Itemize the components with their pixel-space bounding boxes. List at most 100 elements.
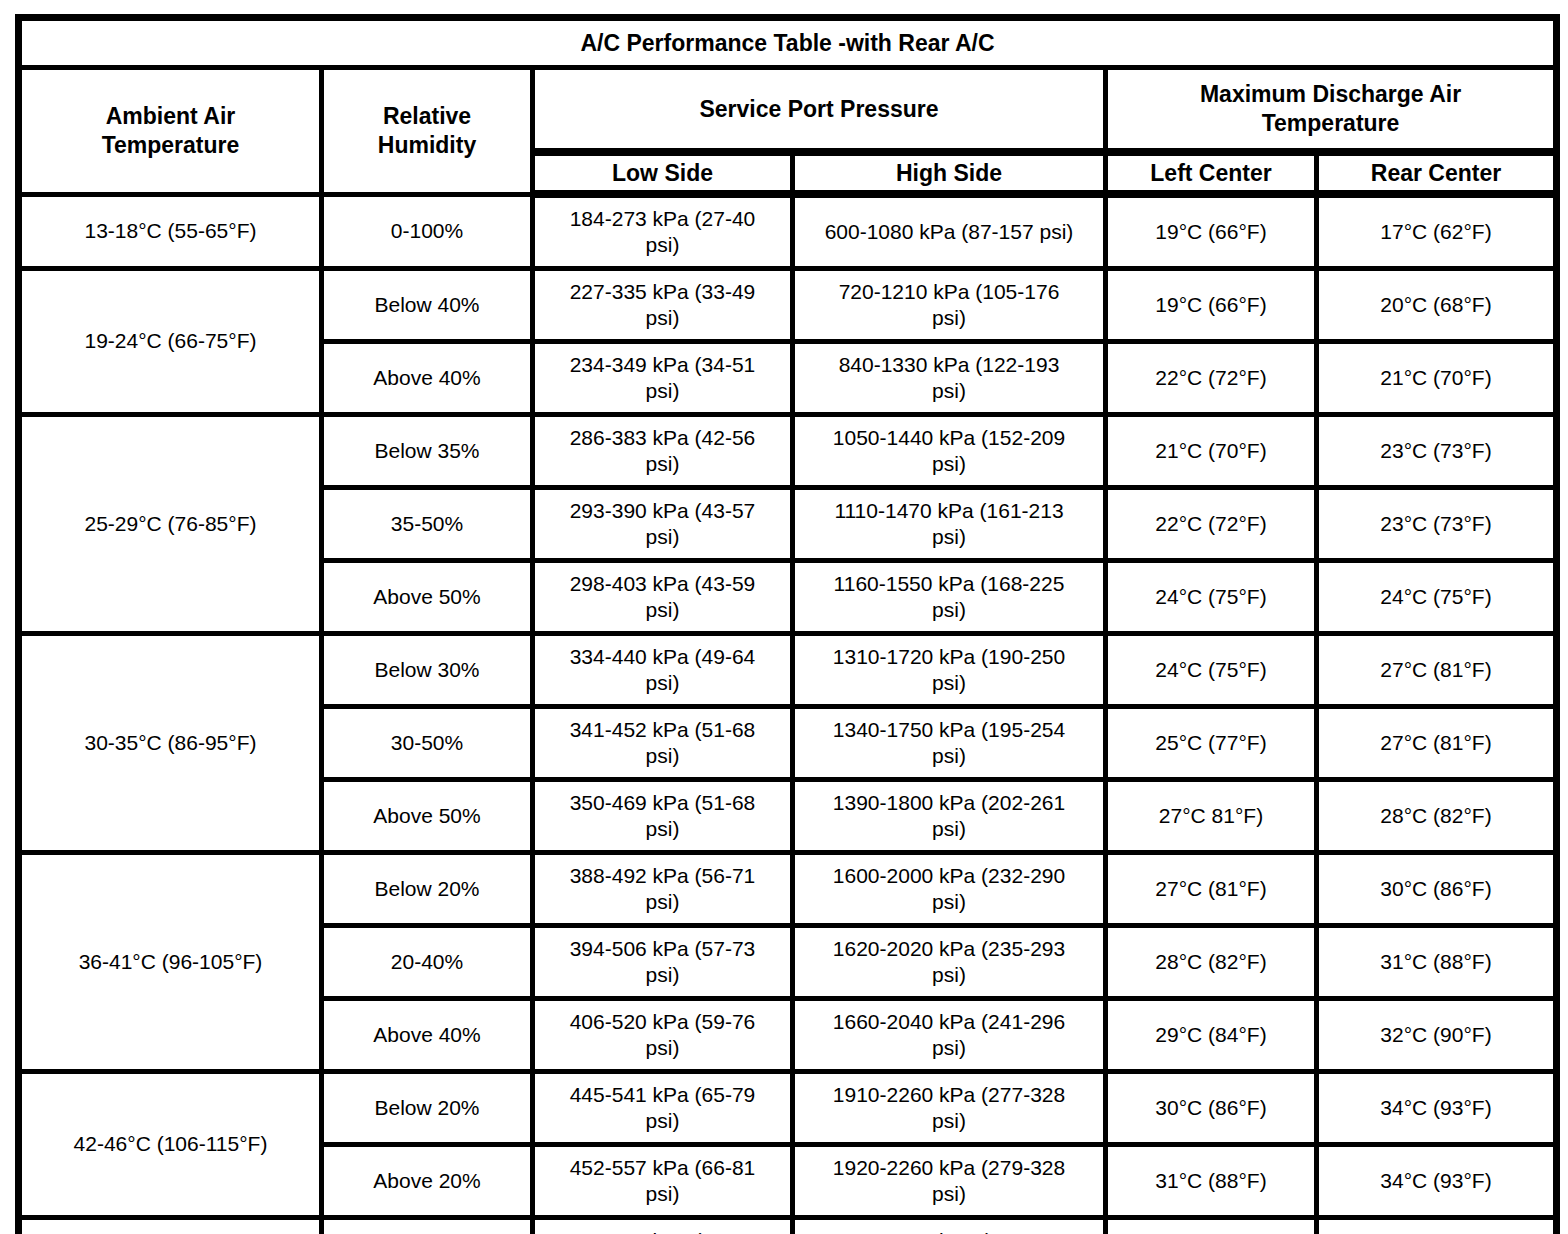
humidity-cell: Above 40% [322,999,533,1072]
low-side-cell: 452-557 kPa (66-81 psi) [533,1145,793,1218]
ambient-cell: 25-29°C (76-85°F) [19,415,322,634]
humidity-cell: 30-50% [322,707,533,780]
header-row-groups: Ambient Air Temperature Relative Humidit… [19,68,1557,153]
left-center-cell: 21°C (70°F) [1106,415,1317,488]
high-side-cell: 1600-2000 kPa (232-290 psi) [793,853,1106,926]
left-center-cell: 28°C (82°F) [1106,926,1317,999]
ambient-cell: 47-49°C (116-120°F) [19,1218,322,1234]
left-center-cell: 29°C (84°F) [1106,999,1317,1072]
humidity-cell: Below 20% [322,853,533,926]
humidity-cell: Below 30% [322,634,533,707]
rear-center-cell: 23°C (73°F) [1317,488,1557,561]
header-rear-center: Rear Center [1317,152,1557,194]
low-side-cell: 227-335 kPa (33-49 psi) [533,269,793,342]
left-center-cell: 30°C (86°F) [1106,1072,1317,1145]
rear-center-cell: 30°C (86°F) [1317,853,1557,926]
low-side-cell: 350-469 kPa (51-68 psi) [533,780,793,853]
humidity-cell: 0-100% [322,194,533,269]
rear-center-cell: 27°C (81°F) [1317,634,1557,707]
high-side-cell: 1620-2020 kPa (235-293 psi) [793,926,1106,999]
high-side-cell: 840-1330 kPa (122-193 psi) [793,342,1106,415]
rear-center-cell: 31°C (88°F) [1317,926,1557,999]
humidity-cell: Below 35% [322,415,533,488]
humidity-cell: Below 20% [322,1072,533,1145]
left-center-cell: 22°C (72°F) [1106,488,1317,561]
header-high-side: High Side [793,152,1106,194]
header-left-center: Left Center [1106,152,1317,194]
rear-center-cell: 17°C (62°F) [1317,194,1557,269]
high-side-cell: 1110-1470 kPa (161-213 psi) [793,488,1106,561]
header-maximum-discharge-air-temperature: Maximum Discharge Air Temperature [1106,68,1557,153]
table-title: A/C Performance Table -with Rear A/C [19,18,1557,68]
low-side-cell: 341-452 kPa (51-68 psi) [533,707,793,780]
rear-center-cell: 34°C (93°F) [1317,1145,1557,1218]
humidity-cell: 20-40% [322,926,533,999]
low-side-cell: 406-520 kPa (59-76 psi) [533,999,793,1072]
table-row: 47-49°C (116-120°F) Below 30% 501-579 kP… [19,1218,1557,1234]
header-relative-humidity: Relative Humidity [322,68,533,195]
humidity-cell: Above 50% [322,780,533,853]
high-side-cell: 1160-1550 kPa (168-225 psi) [793,561,1106,634]
table-row: 36-41°C (96-105°F) Below 20% 388-492 kPa… [19,853,1557,926]
high-side-cell: 1660-2040 kPa (241-296 psi) [793,999,1106,1072]
humidity-cell: Above 20% [322,1145,533,1218]
table-row: 19-24°C (66-75°F) Below 40% 227-335 kPa … [19,269,1557,342]
rear-center-cell: 27°C (81°F) [1317,707,1557,780]
humidity-cell: Above 50% [322,561,533,634]
ambient-cell: 36-41°C (96-105°F) [19,853,322,1072]
ambient-cell: 42-46°C (106-115°F) [19,1072,322,1218]
rear-center-cell: 23°C (73°F) [1317,415,1557,488]
left-center-cell: 19°C (66°F) [1106,269,1317,342]
high-side-cell: 1340-1750 kPa (195-254 psi) [793,707,1106,780]
left-center-cell: 27°C (81°F) [1106,853,1317,926]
left-center-cell: 22°C (72°F) [1106,342,1317,415]
high-side-cell: 1910-2260 kPa (277-328 psi) [793,1072,1106,1145]
low-side-cell: 394-506 kPa (57-73 psi) [533,926,793,999]
left-center-cell: 19°C (66°F) [1106,194,1317,269]
ambient-cell: 30-35°C (86-95°F) [19,634,322,853]
high-side-cell: 720-1210 kPa (105-176 psi) [793,269,1106,342]
page: A/C Performance Table -with Rear A/C Amb… [0,0,1568,1234]
low-side-cell: 388-492 kPa (56-71 psi) [533,853,793,926]
header-ambient-air-temperature: Ambient Air Temperature [19,68,322,195]
humidity-cell: Below 30% [322,1218,533,1234]
low-side-cell: 184-273 kPa (27-40 psi) [533,194,793,269]
humidity-cell: 35-50% [322,488,533,561]
high-side-cell: 1390-1800 kPa (202-261 psi) [793,780,1106,853]
low-side-cell: 445-541 kPa (65-79 psi) [533,1072,793,1145]
rear-center-cell: 28°C (82°F) [1317,780,1557,853]
ac-performance-table: A/C Performance Table -with Rear A/C Amb… [15,14,1560,1234]
rear-center-cell: 20°C (68°F) [1317,269,1557,342]
high-side-cell: 600-1080 kPa (87-157 psi) [793,194,1106,269]
humidity-cell: Below 40% [322,269,533,342]
rear-center-cell: 36°C (97°F) [1317,1218,1557,1234]
ambient-cell: 13-18°C (55-65°F) [19,194,322,269]
left-center-cell: 25°C (77°F) [1106,707,1317,780]
rear-center-cell: 34°C (93°F) [1317,1072,1557,1145]
left-center-cell: 31°C (88°F) [1106,1145,1317,1218]
ambient-cell: 19-24°C (66-75°F) [19,269,322,415]
left-center-cell: 24°C (75°F) [1106,634,1317,707]
low-side-cell: 501-579 kPa (73-84 psi) [533,1218,793,1234]
table-row: 30-35°C (86-95°F) Below 30% 334-440 kPa … [19,634,1557,707]
high-side-cell: 1310-1720 kPa (190-250 psi) [793,634,1106,707]
low-side-cell: 298-403 kPa (43-59 psi) [533,561,793,634]
low-side-cell: 234-349 kPa (34-51 psi) [533,342,793,415]
high-side-cell: 1050-1440 kPa (152-209 psi) [793,415,1106,488]
left-center-cell: 32°C (90°F) [1106,1218,1317,1234]
header-low-side: Low Side [533,152,793,194]
low-side-cell: 286-383 kPa (42-56 psi) [533,415,793,488]
table-row: 13-18°C (55-65°F) 0-100% 184-273 kPa (27… [19,194,1557,269]
rear-center-cell: 32°C (90°F) [1317,999,1557,1072]
low-side-cell: 293-390 kPa (43-57 psi) [533,488,793,561]
high-side-cell: 2180-2410 kPa (316-350 psi) [793,1218,1106,1234]
left-center-cell: 27°C 81°F) [1106,780,1317,853]
left-center-cell: 24°C (75°F) [1106,561,1317,634]
rear-center-cell: 21°C (70°F) [1317,342,1557,415]
table-row: 25-29°C (76-85°F) Below 35% 286-383 kPa … [19,415,1557,488]
header-service-port-pressure: Service Port Pressure [533,68,1106,153]
title-row: A/C Performance Table -with Rear A/C [19,18,1557,68]
high-side-cell: 1920-2260 kPa (279-328 psi) [793,1145,1106,1218]
humidity-cell: Above 40% [322,342,533,415]
table-row: 42-46°C (106-115°F) Below 20% 445-541 kP… [19,1072,1557,1145]
